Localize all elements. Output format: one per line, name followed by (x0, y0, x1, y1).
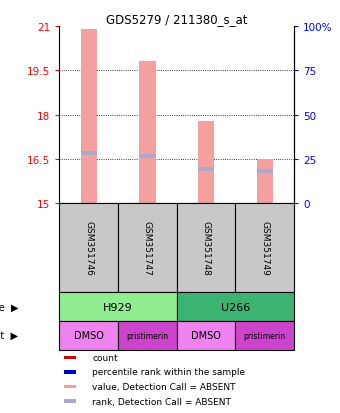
Text: U266: U266 (221, 302, 250, 312)
Text: H929: H929 (103, 302, 133, 312)
Text: DMSO: DMSO (191, 331, 221, 341)
Text: GSM351749: GSM351749 (260, 221, 269, 275)
Text: pristimerin: pristimerin (126, 331, 169, 340)
Text: GSM351747: GSM351747 (143, 221, 152, 275)
Bar (198, 121, 214, 204)
Bar (257, 160, 273, 204)
Bar (139, 62, 156, 204)
Bar (81, 30, 97, 204)
Bar (118, 321, 177, 350)
Text: agent  ▶: agent ▶ (0, 331, 18, 341)
Bar (257, 170, 273, 173)
Bar (64, 399, 76, 403)
Bar (235, 204, 294, 292)
Bar (59, 292, 177, 321)
Text: GSM351746: GSM351746 (84, 221, 93, 275)
Bar (177, 204, 235, 292)
Bar (59, 321, 118, 350)
Bar (64, 356, 76, 359)
Bar (177, 321, 235, 350)
Text: GSM351748: GSM351748 (202, 221, 210, 275)
Text: rank, Detection Call = ABSENT: rank, Detection Call = ABSENT (92, 397, 231, 406)
Bar (59, 204, 118, 292)
Text: cell line  ▶: cell line ▶ (0, 302, 18, 312)
Bar (118, 204, 177, 292)
Text: percentile rank within the sample: percentile rank within the sample (92, 368, 245, 377)
Text: count: count (92, 353, 118, 362)
Bar (177, 292, 294, 321)
Bar (81, 152, 97, 156)
Text: pristimerin: pristimerin (244, 331, 286, 340)
Text: value, Detection Call = ABSENT: value, Detection Call = ABSENT (92, 382, 236, 391)
Bar (139, 155, 156, 159)
Title: GDS5279 / 211380_s_at: GDS5279 / 211380_s_at (106, 13, 248, 26)
Text: DMSO: DMSO (74, 331, 104, 341)
Bar (235, 321, 294, 350)
Bar (64, 370, 76, 374)
Bar (198, 168, 214, 172)
Bar (64, 385, 76, 388)
